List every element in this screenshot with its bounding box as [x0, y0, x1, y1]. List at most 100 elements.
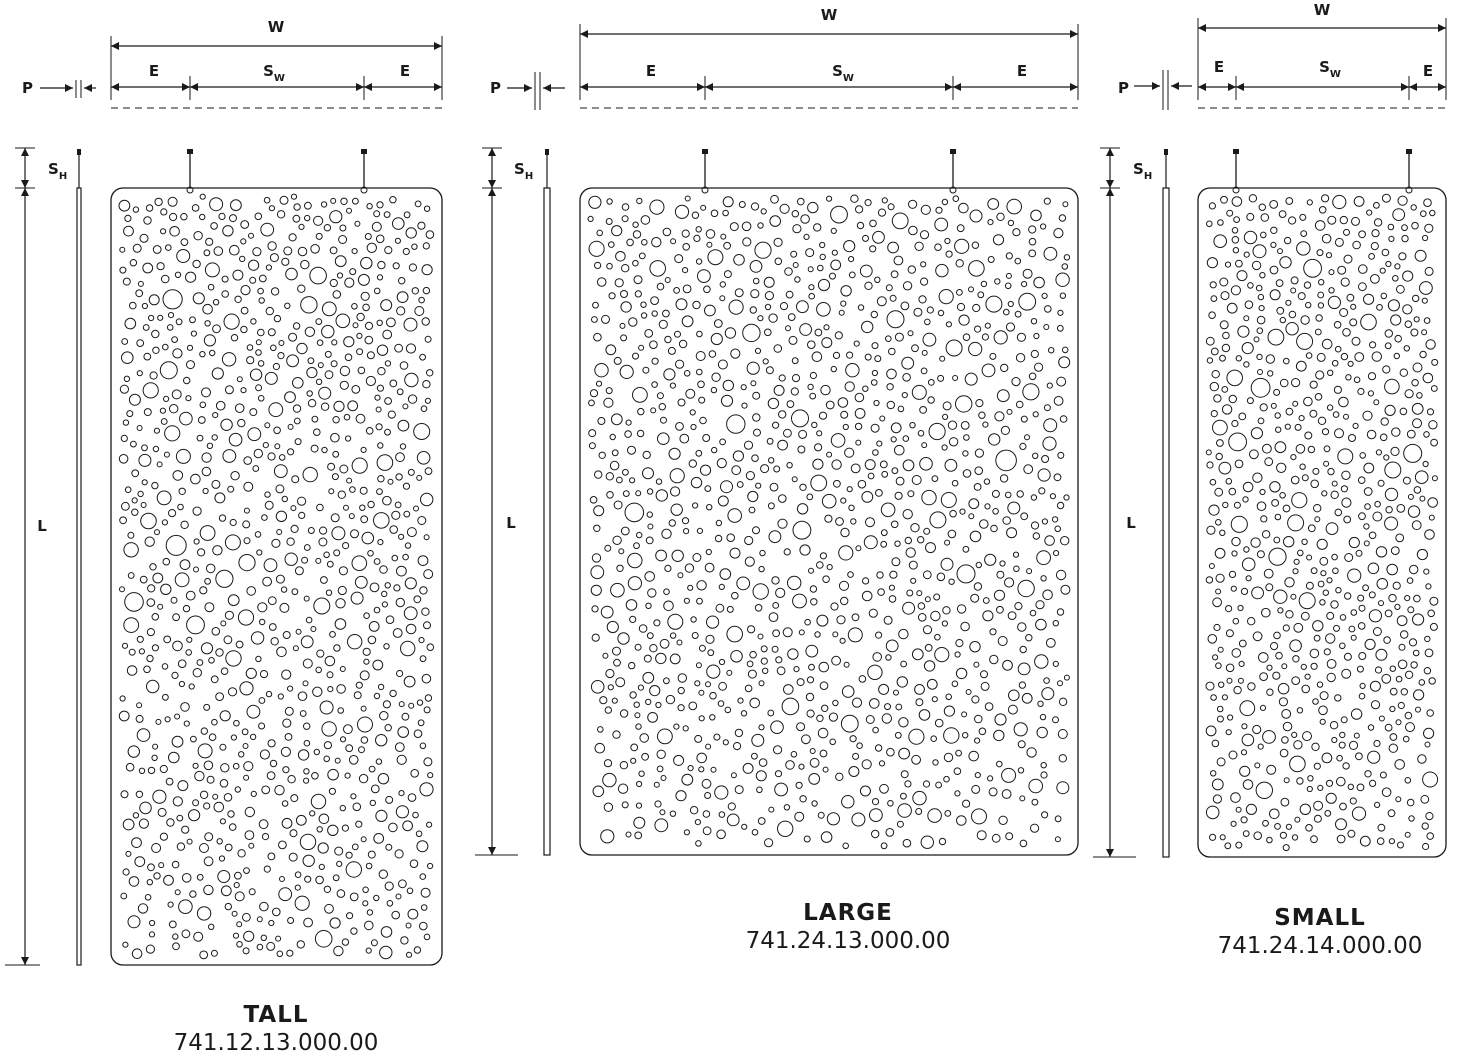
perforation-hole [1219, 320, 1229, 330]
perforation-hole [734, 785, 744, 795]
large-hanger-right [949, 149, 957, 194]
perforation-hole [1212, 419, 1228, 436]
perforation-hole [632, 259, 639, 267]
perforation-hole [819, 552, 828, 560]
perforation-hole [1307, 524, 1316, 533]
perforation-hole [931, 475, 939, 483]
perforation-hole [773, 384, 785, 396]
perforation-hole [1309, 648, 1320, 659]
perforation-hole [1357, 387, 1365, 396]
perforation-hole [1398, 643, 1406, 651]
perforation-hole [799, 323, 812, 336]
perforation-hole [370, 784, 380, 794]
perforation-hole [590, 680, 605, 694]
perforation-hole [756, 786, 763, 794]
perforation-hole [1371, 351, 1383, 362]
perforation-hole [1313, 814, 1322, 823]
perforation-hole [258, 297, 265, 304]
perforation-hole [413, 423, 431, 440]
perforation-hole [649, 340, 658, 350]
perforation-hole [400, 640, 416, 657]
perforation-hole [124, 486, 132, 494]
perforation-hole [1348, 740, 1359, 751]
perforation-hole [1347, 360, 1354, 367]
perforation-hole [699, 416, 707, 425]
perforation-hole [352, 197, 359, 205]
perforation-hole [321, 301, 337, 317]
perforation-hole [832, 699, 839, 707]
perforation-hole [1239, 700, 1256, 717]
perforation-hole [902, 373, 911, 382]
perforation-hole [975, 399, 984, 408]
perforation-hole [257, 602, 268, 613]
perforation-hole [749, 650, 757, 659]
perforation-hole [152, 743, 159, 750]
perforation-hole [640, 312, 648, 319]
perforation-hole [160, 208, 168, 216]
perforation-hole [895, 476, 905, 486]
perforation-hole [792, 593, 807, 609]
perforation-hole [864, 199, 872, 207]
perforation-hole [365, 862, 373, 870]
perforation-hole [411, 287, 419, 295]
perforation-hole [1404, 320, 1413, 329]
perforation-hole [213, 801, 225, 813]
perforation-hole [1052, 620, 1060, 627]
perforation-hole [238, 751, 245, 758]
perforation-hole [795, 781, 803, 789]
perforation-hole [891, 467, 899, 475]
perforation-hole [1398, 252, 1407, 261]
perforation-hole [161, 663, 169, 670]
perforation-hole [760, 464, 770, 474]
perforation-hole [313, 428, 321, 437]
perforation-hole [161, 519, 168, 526]
perforation-hole [656, 392, 664, 400]
perforation-hole [1209, 833, 1217, 841]
perforation-hole [613, 500, 623, 510]
perforation-hole [852, 752, 860, 760]
perforation-hole [963, 434, 970, 441]
perforation-hole [719, 281, 726, 288]
perforation-hole [987, 219, 994, 226]
perforation-hole [588, 240, 605, 257]
perforation-hole [281, 495, 288, 503]
perforation-hole [242, 743, 249, 749]
perforation-hole [206, 775, 215, 784]
perforation-hole [1274, 441, 1287, 454]
perforation-hole [885, 828, 895, 837]
perforation-hole [1299, 803, 1312, 815]
perforation-hole [315, 557, 322, 564]
perforation-hole [718, 583, 725, 591]
perforation-hole [935, 781, 942, 789]
perforation-hole [611, 697, 618, 704]
perforation-hole [806, 709, 815, 718]
perforation-hole [1325, 633, 1336, 644]
perforation-hole [669, 653, 681, 665]
perforation-hole [172, 348, 183, 359]
perforation-hole [994, 411, 1005, 422]
small-panel-front [1197, 149, 1447, 858]
perforation-hole [1367, 562, 1380, 575]
perforation-hole [223, 793, 233, 802]
perforation-hole [987, 775, 994, 782]
perforation-hole [830, 259, 842, 271]
perforation-hole [821, 704, 829, 712]
perforation-hole [881, 197, 888, 204]
perforation-hole [370, 939, 378, 947]
perforation-hole [733, 742, 742, 751]
perforation-hole [1258, 203, 1267, 211]
perforation-hole [855, 545, 862, 552]
perforation-hole [655, 701, 662, 709]
perforation-hole [1426, 832, 1434, 840]
perforation-hole [1335, 587, 1342, 594]
perforation-hole [885, 335, 892, 343]
perforation-hole [1408, 815, 1415, 822]
perforation-hole [814, 328, 823, 337]
perforation-hole [331, 526, 346, 541]
perforation-hole [146, 654, 154, 663]
perforation-hole [964, 372, 978, 386]
perforation-hole [391, 510, 401, 520]
perforation-hole [593, 524, 601, 532]
perforation-hole [758, 680, 765, 687]
perforation-hole [156, 461, 163, 468]
